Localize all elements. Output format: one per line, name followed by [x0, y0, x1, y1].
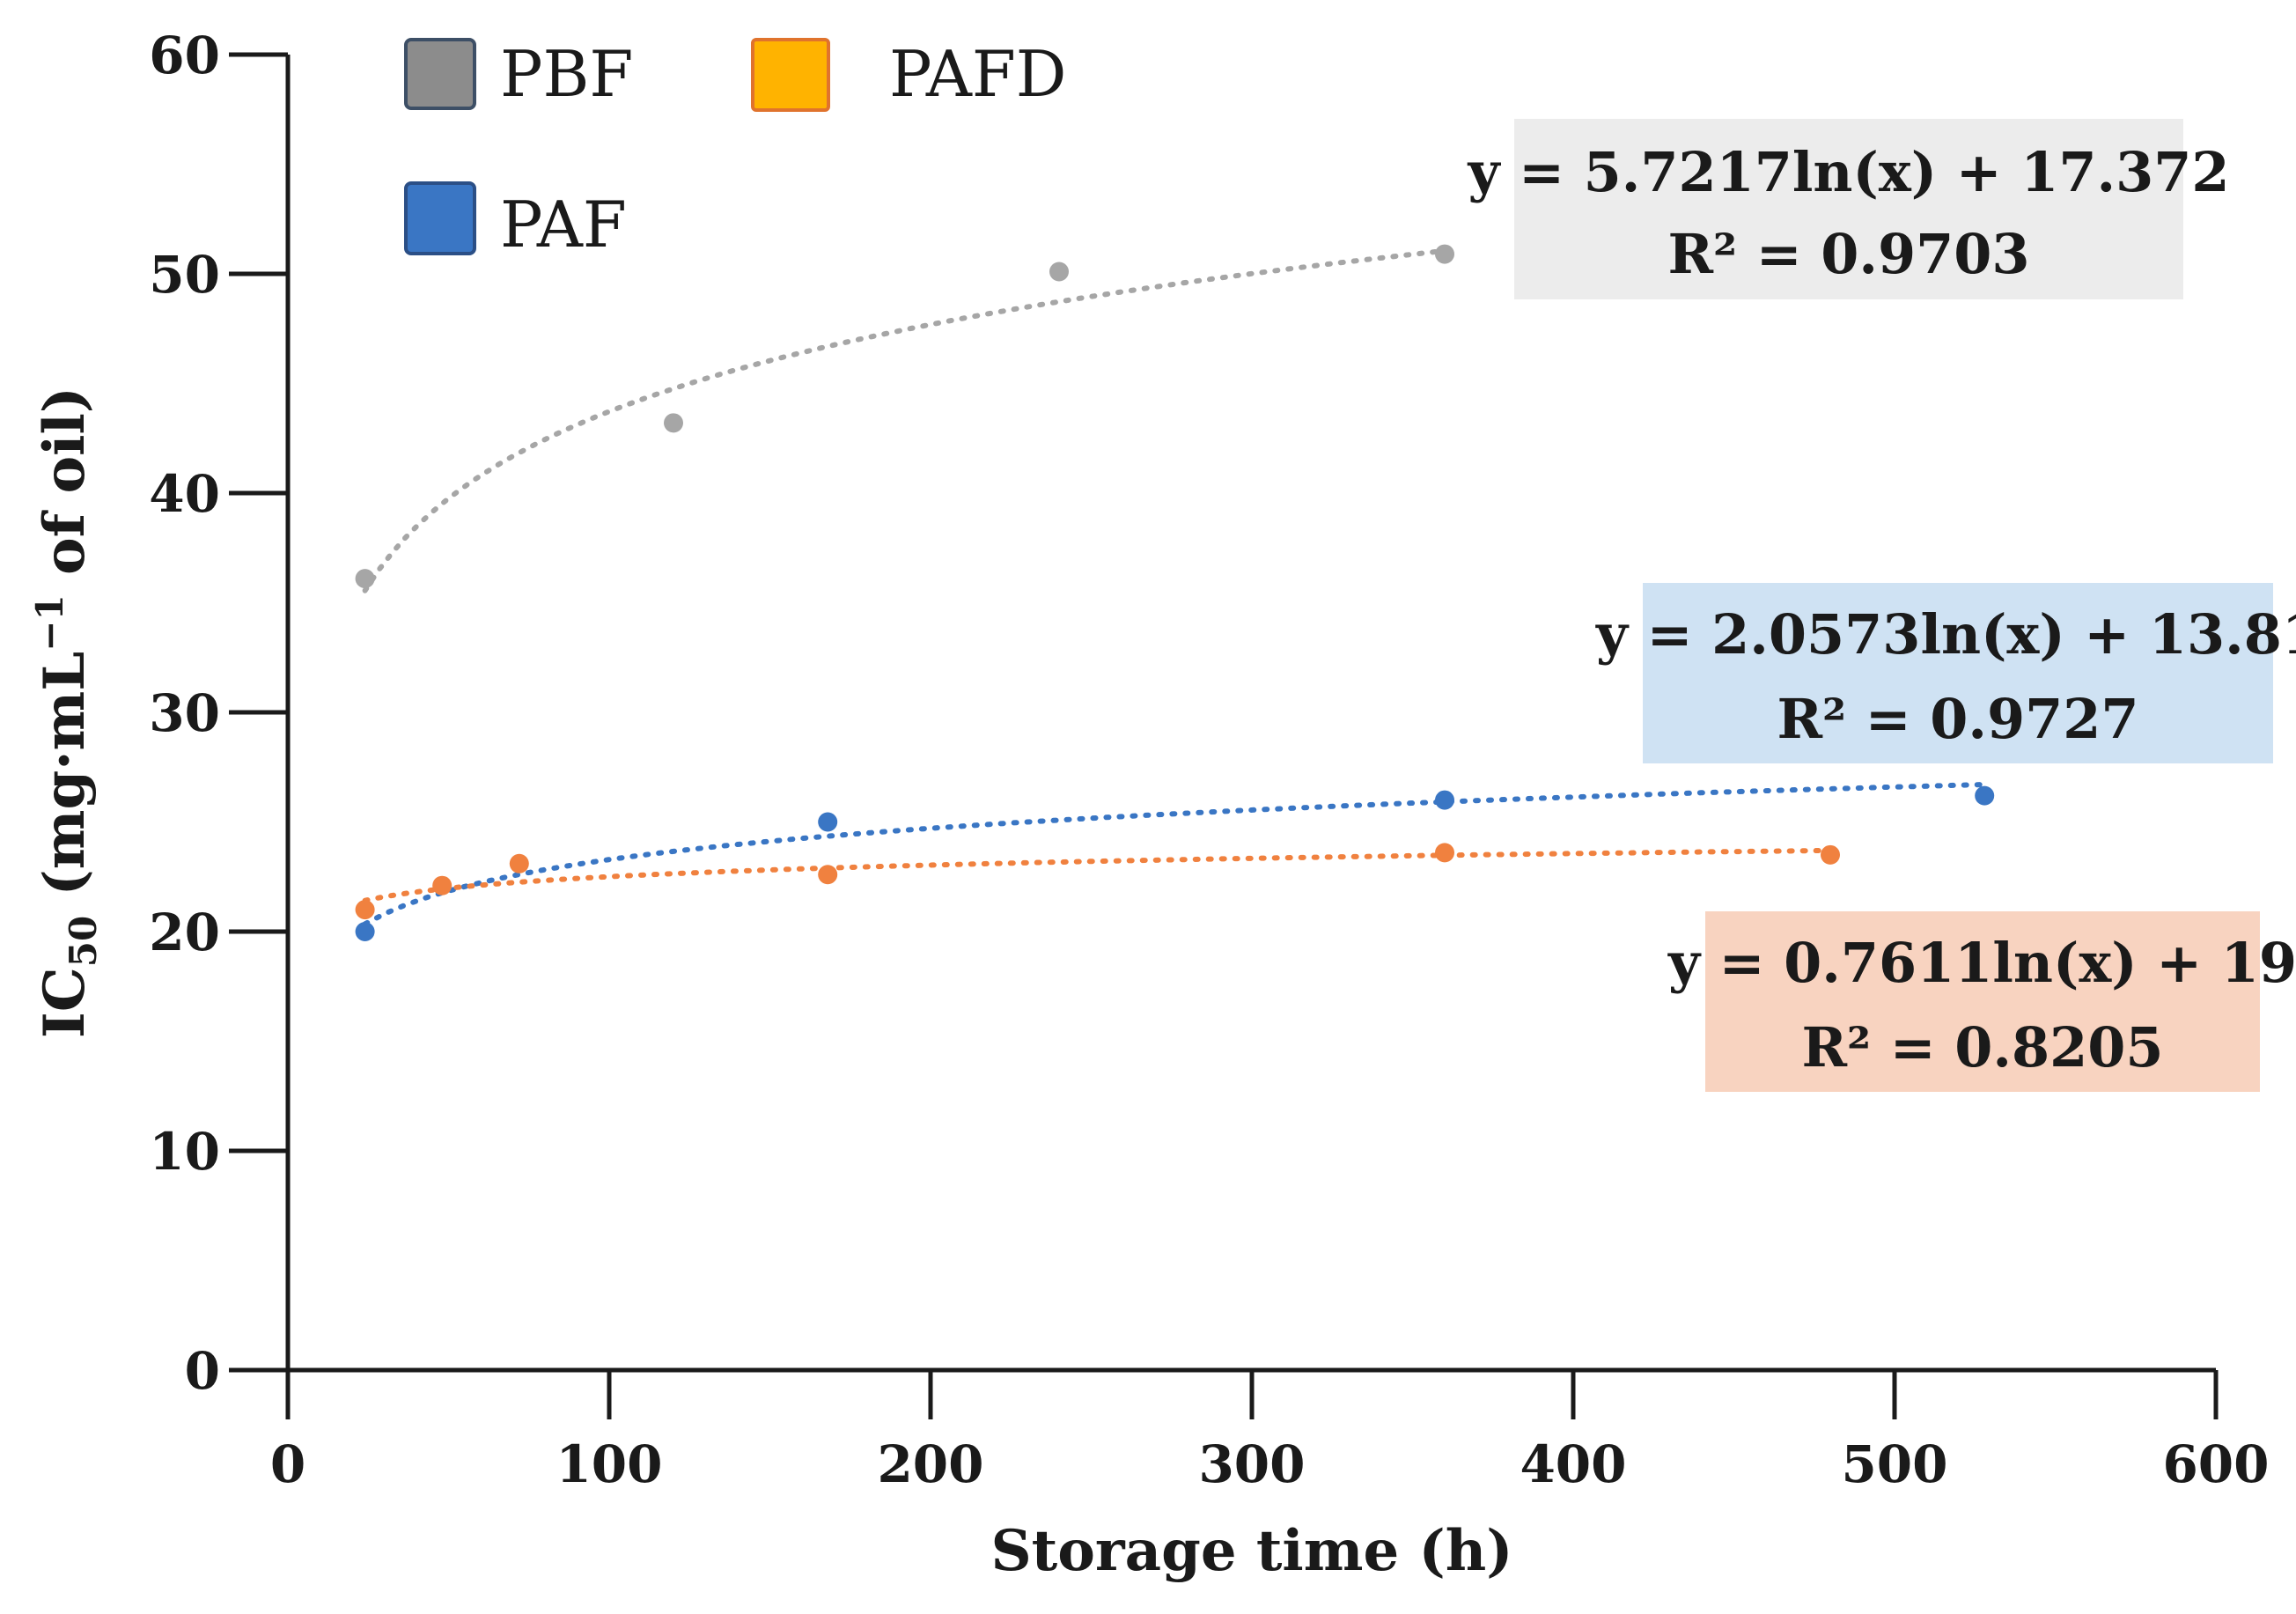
data-point-pbf	[355, 569, 375, 589]
y-axis-title-suffix: of oil)	[32, 387, 98, 594]
x-tick-label: 0	[270, 1434, 305, 1494]
x-axis-title: Storage time (h)	[990, 1518, 1512, 1584]
x-tick-label: 500	[1841, 1434, 1947, 1494]
x-tick-label: 300	[1198, 1434, 1305, 1494]
data-point-pafd	[432, 875, 453, 895]
data-point-pafd	[509, 853, 529, 873]
legend-label-paf: PAF	[500, 188, 627, 262]
y-tick-label: 30	[149, 683, 220, 743]
legend-swatch-pbf	[404, 38, 476, 110]
data-point-paf	[1435, 790, 1454, 810]
data-point-pafd	[355, 900, 375, 920]
legend-swatch-pafd	[751, 38, 830, 112]
y-tick-label: 40	[149, 464, 220, 524]
legend-label-pbf: PBF	[500, 37, 633, 111]
equation-box-pbf: y = 5.7217ln(x) + 17.372 R² = 0.9703	[1467, 119, 2230, 299]
y-axis-title: IC50 (mg·mL−1 of oil)	[28, 387, 105, 1038]
equation-box-pafd: y = 0.7611ln(x) + 19 R² = 0.8205	[1667, 911, 2296, 1092]
r2-paf: R² = 0.9727	[1777, 687, 2138, 751]
legend: PBF PAFD PAF	[404, 37, 1067, 262]
r2-pbf: R² = 0.9703	[1667, 222, 2029, 286]
data-point-pafd	[818, 865, 838, 885]
y-axis-title-subscript: 50	[62, 916, 105, 967]
x-tick-label: 200	[877, 1434, 983, 1494]
y-tick-label: 20	[149, 903, 220, 962]
data-point-pafd	[1435, 843, 1454, 863]
equation-pbf: y = 5.7217ln(x) + 17.372	[1467, 140, 2229, 204]
equation-box-bg-pafd	[1705, 911, 2260, 1092]
trendline-pbf	[362, 247, 1447, 593]
x-tick-label: 400	[1520, 1434, 1626, 1494]
r2-pafd: R² = 0.8205	[1801, 1015, 2163, 1080]
y-tick-label: 10	[149, 1122, 220, 1182]
x-tick-label: 100	[556, 1434, 662, 1494]
data-points	[355, 244, 1995, 941]
trendline-pafd	[362, 847, 1833, 903]
y-tick-label: 0	[185, 1341, 220, 1401]
y-tick-label: 60	[149, 26, 220, 85]
data-point-pafd	[1821, 844, 1840, 865]
x-tick-label: 600	[2162, 1434, 2269, 1494]
y-axis-title-main: IC	[32, 967, 98, 1038]
y-axis-ticks: 0 10 20 30 40 50 60	[149, 26, 288, 1401]
legend-label-pafd: PAFD	[889, 37, 1067, 111]
equation-box-bg-paf	[1643, 583, 2273, 763]
data-point-pbf	[1049, 262, 1069, 282]
trendlines	[362, 247, 1988, 927]
equation-box-bg-pbf	[1514, 119, 2183, 299]
y-tick-label: 50	[149, 245, 220, 305]
data-point-pbf	[664, 413, 683, 433]
y-axis-title-superscript: −1	[28, 594, 71, 651]
data-point-paf	[355, 922, 375, 941]
data-point-paf	[1975, 785, 1995, 806]
equation-pafd: y = 0.7611ln(x) + 19	[1667, 931, 2296, 995]
data-point-paf	[818, 812, 838, 832]
equation-paf: y = 2.0573ln(x) + 13.81	[1595, 602, 2296, 667]
trendline-paf	[362, 782, 1988, 927]
equation-box-paf: y = 2.0573ln(x) + 13.81 R² = 0.9727	[1595, 583, 2296, 763]
y-axis-title-units: (mg·mL	[32, 652, 98, 916]
x-axis-ticks: 0 100 200 300 400 500 600	[270, 1370, 2270, 1494]
legend-swatch-paf	[404, 181, 476, 255]
data-point-pbf	[1435, 244, 1454, 264]
